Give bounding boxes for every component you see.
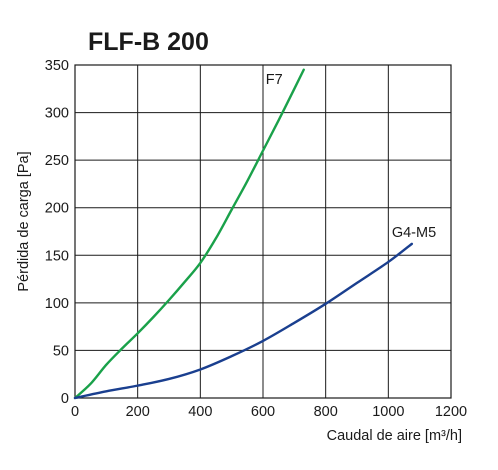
x-tick-label: 200 bbox=[126, 404, 150, 420]
series-line-g4-m5 bbox=[73, 242, 414, 400]
series-group: F7 G4-M5 bbox=[73, 68, 436, 400]
x-tick-label: 800 bbox=[314, 404, 338, 420]
tick-labels: 0 200 400 600 800 1000 1200 0 50 100 150 200 250 300 3… bbox=[45, 58, 467, 420]
x-tick-label: 600 bbox=[251, 404, 275, 420]
y-tick-label: 200 bbox=[45, 201, 69, 217]
x-tick-label: 1200 bbox=[435, 404, 467, 420]
y-tick-label: 350 bbox=[45, 58, 69, 74]
y-tick-label: 250 bbox=[45, 153, 69, 169]
y-axis-label: Pérdida de carga [Pa] bbox=[16, 151, 32, 291]
series-label-g4-m5: G4-M5 bbox=[392, 225, 436, 241]
plot-area bbox=[74, 64, 452, 399]
x-tick-label: 0 bbox=[71, 404, 79, 420]
x-axis-label: Caudal de aire [m³/h] bbox=[327, 428, 462, 444]
y-tick-label: 0 bbox=[61, 391, 69, 407]
y-tick-label: 150 bbox=[45, 248, 69, 264]
x-tick-label: 400 bbox=[188, 404, 212, 420]
y-tick-label: 100 bbox=[45, 296, 69, 312]
x-tick-label: 1000 bbox=[372, 404, 404, 420]
y-tick-label: 300 bbox=[45, 106, 69, 122]
grid bbox=[74, 64, 452, 399]
chart-title: FLF-B 200 bbox=[88, 28, 209, 56]
series-label-f7: F7 bbox=[266, 72, 283, 88]
series-line-f7 bbox=[73, 68, 305, 400]
y-tick-label: 50 bbox=[53, 343, 69, 359]
